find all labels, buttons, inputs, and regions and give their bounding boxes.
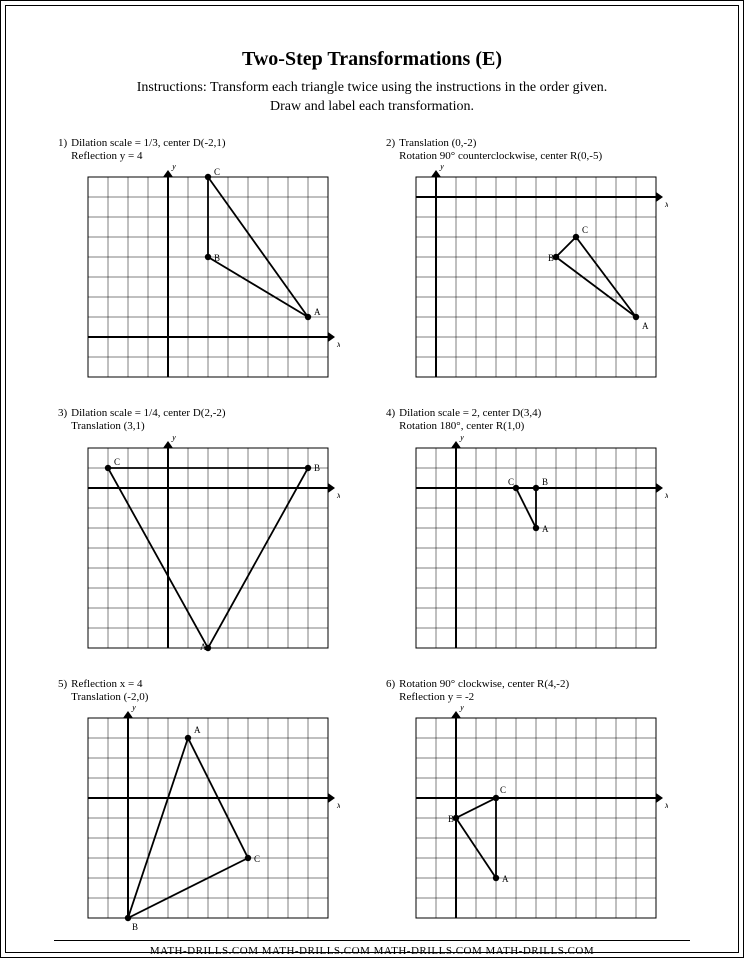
coordinate-grid: x y A B C xyxy=(404,165,668,389)
graph-container: x y A B C xyxy=(386,436,686,660)
svg-text:B: B xyxy=(214,253,220,263)
problem-line2: Translation (-2,0) xyxy=(71,691,148,703)
problem-instructions: Dilation scale = 1/3, center D(-2,1)Refl… xyxy=(71,137,225,163)
instructions-line1: Instructions: Transform each triangle tw… xyxy=(137,80,607,95)
problem-number: 4) xyxy=(386,407,395,420)
problem-instructions: Rotation 90° clockwise, center R(4,-2)Re… xyxy=(399,678,569,704)
problem-line2: Rotation 90° counterclockwise, center R(… xyxy=(399,150,602,162)
problem-header: 3) Dilation scale = 1/4, center D(2,-2)Tr… xyxy=(58,407,358,433)
outer-border: Two-Step Transformations (E) Instruction… xyxy=(0,0,744,958)
problem-1: 1) Dilation scale = 1/3, center D(-2,1)Re… xyxy=(58,137,358,389)
graph-container: x y A B C xyxy=(58,436,358,660)
problem-instructions: Reflection x = 4Translation (-2,0) xyxy=(71,678,148,704)
svg-text:B: B xyxy=(542,477,548,487)
svg-text:A: A xyxy=(200,642,207,652)
svg-text:B: B xyxy=(548,253,554,263)
problem-number: 1) xyxy=(58,137,67,150)
problem-line2: Translation (3,1) xyxy=(71,420,145,432)
problem-instructions: Dilation scale = 1/4, center D(2,-2)Tran… xyxy=(71,407,225,433)
svg-text:C: C xyxy=(582,225,588,235)
problem-header: 6) Rotation 90° clockwise, center R(4,-2)… xyxy=(386,678,686,704)
svg-text:B: B xyxy=(132,922,138,930)
svg-text:x: x xyxy=(336,490,340,500)
svg-text:A: A xyxy=(502,874,509,884)
svg-text:y: y xyxy=(459,436,464,442)
svg-text:C: C xyxy=(254,854,260,864)
problem-4: 4) Dilation scale = 2, center D(3,4)Rotat… xyxy=(386,407,686,659)
coordinate-grid: x y A B C xyxy=(404,706,668,930)
problem-header: 2) Translation (0,-2)Rotation 90° counter… xyxy=(386,137,686,163)
svg-text:A: A xyxy=(542,524,549,534)
instructions-line2: Draw and label each transformation. xyxy=(270,99,474,114)
problem-3: 3) Dilation scale = 1/4, center D(2,-2)Tr… xyxy=(58,407,358,659)
footer-rule xyxy=(54,940,690,941)
svg-text:x: x xyxy=(664,800,668,810)
svg-text:y: y xyxy=(459,706,464,712)
coordinate-grid: x y A B C xyxy=(76,706,340,930)
inner-border: Two-Step Transformations (E) Instruction… xyxy=(5,5,739,953)
page-title: Two-Step Transformations (E) xyxy=(54,48,690,71)
coordinate-grid: x y A B C xyxy=(76,165,340,389)
footer-text: MATH-DRILLS.COM MATH-DRILLS.COM MATH-DRI… xyxy=(54,945,690,957)
problem-line1: Dilation scale = 1/4, center D(2,-2) xyxy=(71,407,225,419)
problems-grid: 1)Dilation scale = 1/3, center D(-2,1)Re… xyxy=(54,137,690,930)
problem-number: 6) xyxy=(386,678,395,691)
instructions: Instructions: Transform each triangle tw… xyxy=(54,79,690,117)
coordinate-grid: x y A B C xyxy=(76,436,340,660)
svg-text:y: y xyxy=(131,706,136,712)
svg-text:x: x xyxy=(664,490,668,500)
problem-header: 1) Dilation scale = 1/3, center D(-2,1)Re… xyxy=(58,137,358,163)
coordinate-grid: x y A B C xyxy=(404,436,668,660)
problem-number: 2) xyxy=(386,137,395,150)
svg-text:C: C xyxy=(500,785,506,795)
problem-instructions: Translation (0,-2)Rotation 90° countercl… xyxy=(399,137,602,163)
problem-line1: Dilation scale = 1/3, center D(-2,1) xyxy=(71,137,225,149)
svg-text:C: C xyxy=(214,167,220,177)
svg-text:A: A xyxy=(194,725,201,735)
problem-instructions: Dilation scale = 2, center D(3,4)Rotatio… xyxy=(399,407,541,433)
problem-line2: Reflection y = 4 xyxy=(71,150,142,162)
problem-number: 5) xyxy=(58,678,67,691)
svg-text:B: B xyxy=(314,463,320,473)
problem-2: 2) Translation (0,-2)Rotation 90° counter… xyxy=(386,137,686,389)
problem-line2: Reflection y = -2 xyxy=(399,691,474,703)
problem-line1: Translation (0,-2) xyxy=(399,137,476,149)
svg-text:x: x xyxy=(336,339,340,349)
svg-text:A: A xyxy=(642,321,649,331)
problem-6: 6) Rotation 90° clockwise, center R(4,-2)… xyxy=(386,678,686,930)
problem-line1: Reflection x = 4 xyxy=(71,678,142,690)
svg-text:x: x xyxy=(664,199,668,209)
svg-text:y: y xyxy=(171,165,176,171)
problem-line1: Dilation scale = 2, center D(3,4) xyxy=(399,407,541,419)
graph-container: x y A B C xyxy=(58,165,358,389)
svg-text:y: y xyxy=(171,436,176,442)
svg-text:A: A xyxy=(314,307,321,317)
svg-text:y: y xyxy=(439,165,444,171)
problem-line1: Rotation 90° clockwise, center R(4,-2) xyxy=(399,678,569,690)
problem-number: 3) xyxy=(58,407,67,420)
svg-text:x: x xyxy=(336,800,340,810)
graph-container: x y A B C xyxy=(58,706,358,930)
problem-line2: Rotation 180°, center R(1,0) xyxy=(399,420,524,432)
graph-container: x y A B C xyxy=(386,165,686,389)
problem-5: 5) Reflection x = 4Translation (-2,0) x y A B… xyxy=(58,678,358,930)
graph-container: x y A B C xyxy=(386,706,686,930)
problem-header: 4) Dilation scale = 2, center D(3,4)Rotat… xyxy=(386,407,686,433)
svg-text:B: B xyxy=(448,814,454,824)
problem-header: 5) Reflection x = 4Translation (-2,0) xyxy=(58,678,358,704)
svg-text:C: C xyxy=(114,457,120,467)
svg-text:C: C xyxy=(508,477,514,487)
